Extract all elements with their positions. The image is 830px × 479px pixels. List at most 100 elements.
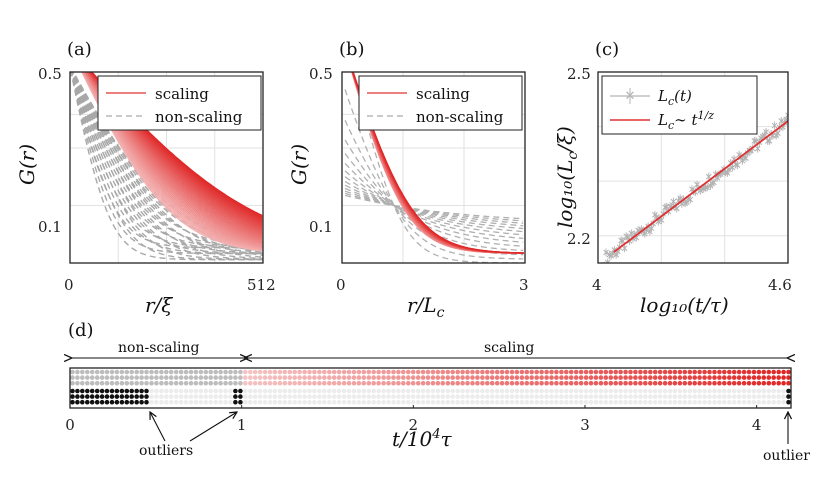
panel-d-top-dot-127-0 [697,369,702,375]
panel-d-bottom-dot-89-2 [509,399,515,405]
panel-d-bottom-dot-128-1 [702,394,707,399]
panel-d-bottom-dot-123-0 [677,388,683,394]
panel-d-bottom-dot-52-2 [327,399,332,405]
panel-d-bottom-dot-88-2 [504,399,510,405]
panel-d-top-dot-39-1 [262,375,268,380]
panel-d-top-dot-36-2 [248,380,253,386]
panel-d-bottom-dot-111-1 [618,394,623,399]
panel-d-bottom-dot-116-2 [643,399,648,405]
panel-c-point-98 [766,138,773,144]
panel-d-top-dot-25-1 [193,375,199,380]
panel-d-top-dot-113-2 [628,380,633,386]
panel-d-top-dot-131-0 [717,369,722,375]
panel-d-top-dot-144-1 [781,375,786,380]
panel-d-top-dot-58-1 [356,375,362,380]
panel-d-outliers-arrow-2 [189,412,237,442]
panel-d-top-dot-69-1 [410,375,416,380]
panel-d-bottom-dot-40-2 [267,399,273,405]
panel-d-top-dot-104-1 [583,375,589,380]
panel-d-bottom-dot-54-1 [336,394,342,399]
panel-d-top-dot-57-0 [351,369,357,375]
panel-d-top-dot-126-1 [692,375,697,380]
panel-d-bottom-dot-51-2 [322,399,327,405]
panel-d-top-dot-52-2 [327,380,332,386]
panel-d-top-dot-70-2 [415,380,421,386]
panel-d-bottom-dot-69-0 [410,388,416,394]
panel-d-top-dot-56-2 [346,380,352,386]
panel-d-bottom-dot-91-2 [519,399,525,405]
panel-d-top-dot-112-1 [623,375,628,380]
panel-d-bottom-dot-34-2 [238,399,243,405]
panel-d-top-dot-132-1 [722,375,727,380]
panel-d-bottom-dot-33-2 [233,399,238,405]
panel-d-bottom-dot-67-2 [401,399,406,405]
panel-b-series [344,72,524,263]
panel-d-bottom-dot-71-2 [420,399,426,405]
panel-d-bottom-dot-112-1 [623,394,628,399]
panel-d-bottom-dot-39-2 [262,399,268,405]
panel-d-bottom-dot-108-2 [603,399,609,405]
panel-d-top-dot-98-2 [554,380,559,386]
panel-d-top-dot-87-1 [499,375,505,380]
panel-d-bottom-dot-81-0 [470,388,475,394]
panel-d-top-dot-77-0 [450,369,456,375]
panel-d-top-dot-13-2 [134,380,139,386]
panel-d-bottom-dot-63-0 [381,388,386,394]
panel-d-top-dot-96-1 [544,375,549,380]
panel-d-bottom-dot-82-0 [475,388,480,394]
panel-d-top-dot-88-2 [504,380,510,386]
panel-d-bottom-dot-87-0 [499,388,505,394]
panel-d-bottom-dot-71-0 [420,388,426,394]
panel-d-top-dot-33-2 [233,380,238,386]
panel-d-bottom-dot-68-2 [406,399,411,405]
panel-d-bottom-dot-19-1 [164,394,169,399]
panel-d-bottom-dot-42-1 [277,394,283,399]
panel-d-bottom-dot-19-0 [164,388,169,394]
panel-d-bottom-dot-53-2 [331,399,337,405]
panel-d-top-dot-6-1 [99,375,105,380]
panel-d-bottom-dot-23-0 [183,388,189,394]
panel-d-bottom-dot-95-2 [539,399,544,405]
panel-d-top-dot-66-2 [396,380,401,386]
panel-d-bottom-dot-37-0 [252,388,258,394]
panel-d-top-dot-140-1 [761,375,767,380]
panel-d-top-dot-135-0 [736,369,742,375]
panel-d-bottom-dot-38-1 [257,394,263,399]
panel-d-bottom-dot-114-0 [633,388,638,394]
panel-d-top-dot-116-2 [643,380,648,386]
panel-d-bottom-dot-4-2 [89,399,95,405]
panel-d-bottom-dot-57-1 [351,394,357,399]
panel-d-bottom-dot-144-0 [781,388,786,394]
panel-d-top-dot-113-0 [628,369,633,375]
panel-d-bottom-dot-1-0 [75,388,80,394]
panel-d-bottom-dot-30-1 [218,394,223,399]
panel-d-top-dot-61-0 [371,369,377,375]
panel-d-bottom-dot-12-0 [129,388,134,394]
panel-d-top-dot-71-2 [420,380,426,386]
panel-b-scaling-curve-29 [352,72,524,254]
panel-d-top-dot-68-0 [406,369,411,375]
panel-d-bottom-dot-105-2 [588,399,594,405]
panel-d-bottom-dot-75-1 [440,394,446,399]
panel-d-top-dot-83-0 [480,369,485,375]
panel-d-bottom-dot-125-2 [687,399,693,405]
panel-d-top-dot-12-2 [129,380,134,386]
panel-d-top-dot-19-1 [164,375,169,380]
panel-d-top-dot-60-1 [366,375,372,380]
panel-d-bottom-dot-27-1 [203,394,209,399]
panel-d-top-dot-36-0 [248,369,253,375]
panel-d-bottom-dot-16-2 [149,399,154,405]
panel-d-top-dot-103-0 [578,369,584,375]
panel-d-bottom-dot-114-1 [633,394,638,399]
panel-d-top-dot-129-0 [707,369,712,375]
panel-d-bottom-dot-21-0 [173,388,179,394]
panel-d-top-dot-48-0 [307,369,312,375]
panel-d-bottom-dot-104-2 [583,399,589,405]
panel-d-top-dot-14-2 [139,380,144,386]
panel-d-top-dot-21-2 [173,380,179,386]
panel-d-bottom-dot-56-2 [346,399,352,405]
panel-c-series [602,111,788,263]
panel-d-top-dot-44-0 [287,369,293,375]
panel-c: (c) 2.5 2.2 4 4.6 log₁₀(t/τ) log₁₀(Lc/ξ)… [553,39,792,317]
panel-d-top-dot-46-1 [297,375,302,380]
